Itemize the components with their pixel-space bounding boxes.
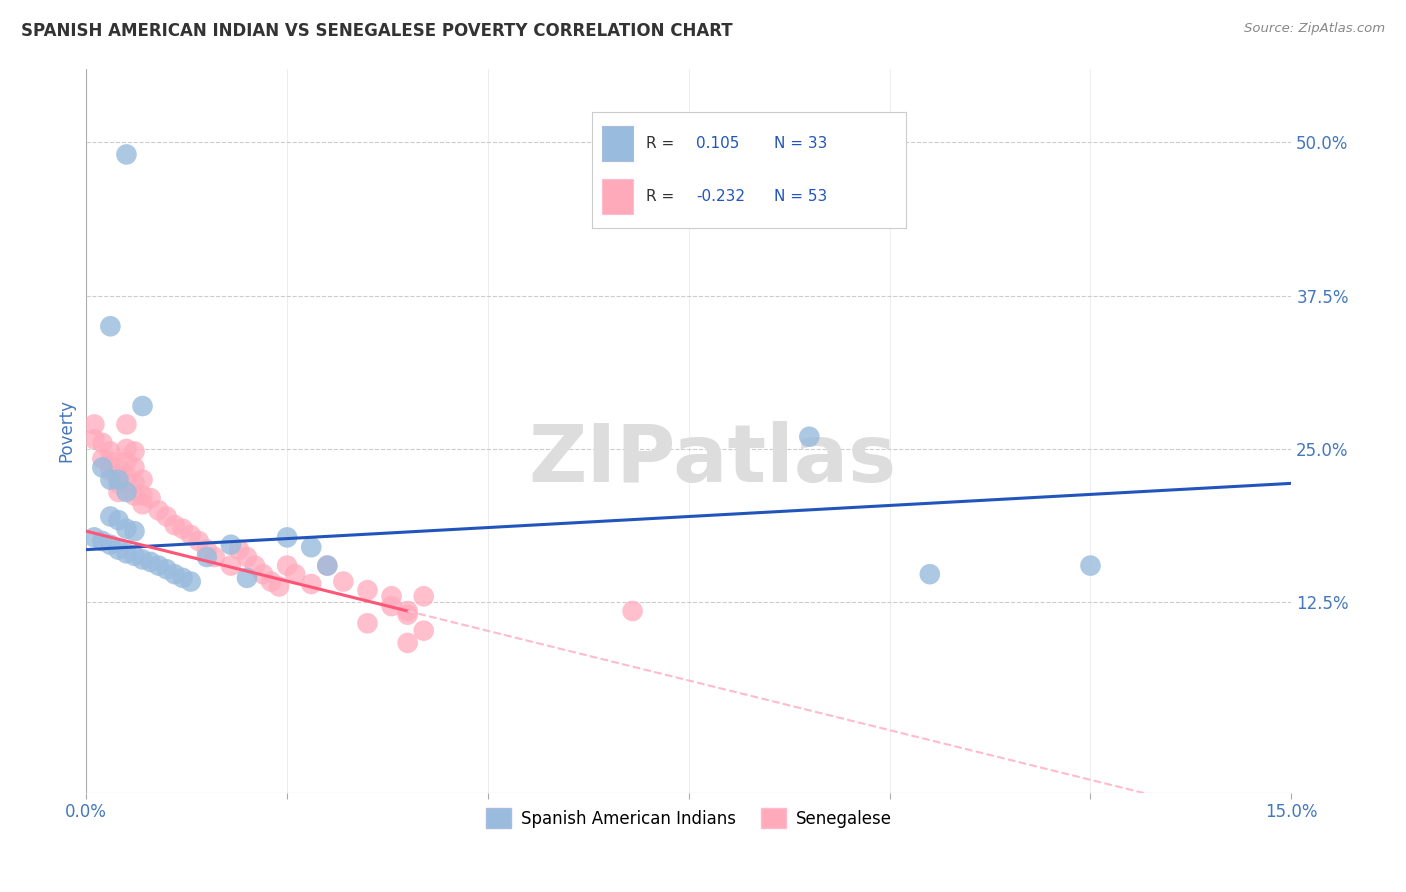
Point: [107, 476, 129, 491]
Point: [380, 589, 402, 603]
Point: [115, 442, 138, 456]
Point: [148, 558, 170, 573]
Point: [107, 469, 129, 483]
Point: [219, 558, 242, 573]
Point: [83, 417, 105, 432]
Point: [131, 473, 153, 487]
Point: [284, 567, 307, 582]
Point: [195, 549, 218, 564]
Point: [1080, 558, 1102, 573]
Point: [91, 534, 114, 549]
Point: [91, 460, 114, 475]
Point: [100, 538, 122, 552]
Point: [100, 473, 122, 487]
Point: [412, 589, 434, 603]
Point: [269, 579, 291, 593]
Point: [163, 567, 186, 582]
Point: [100, 454, 122, 468]
Point: [107, 513, 129, 527]
Point: [299, 540, 322, 554]
Point: [187, 534, 209, 549]
Point: [396, 604, 419, 618]
Point: [163, 518, 186, 533]
Point: [100, 444, 122, 458]
Point: [172, 571, 194, 585]
Point: [180, 528, 202, 542]
Point: [316, 558, 339, 573]
Point: [131, 399, 153, 413]
Point: [100, 464, 122, 478]
Point: [100, 319, 122, 334]
Point: [356, 616, 378, 631]
Point: [156, 562, 179, 576]
Point: [131, 489, 153, 503]
Point: [236, 571, 259, 585]
Point: [172, 522, 194, 536]
Point: [180, 574, 202, 589]
Point: [396, 636, 419, 650]
Text: SPANISH AMERICAN INDIAN VS SENEGALESE POVERTY CORRELATION CHART: SPANISH AMERICAN INDIAN VS SENEGALESE PO…: [21, 22, 733, 40]
Point: [356, 583, 378, 598]
Point: [396, 607, 419, 622]
Point: [799, 430, 821, 444]
Point: [195, 542, 218, 557]
Point: [332, 574, 354, 589]
Point: [139, 491, 162, 505]
Point: [91, 451, 114, 466]
Point: [621, 604, 644, 618]
Point: [124, 444, 146, 458]
Point: [115, 147, 138, 161]
Point: [148, 503, 170, 517]
Point: [252, 567, 274, 582]
Point: [115, 522, 138, 536]
Point: [115, 546, 138, 560]
Point: [236, 549, 259, 564]
Point: [107, 542, 129, 557]
Point: [124, 489, 146, 503]
Point: [276, 530, 298, 544]
Text: Source: ZipAtlas.com: Source: ZipAtlas.com: [1244, 22, 1385, 36]
Point: [124, 476, 146, 491]
Point: [139, 555, 162, 569]
Point: [380, 599, 402, 613]
Text: ZIPatlas: ZIPatlas: [529, 420, 897, 499]
Point: [83, 432, 105, 446]
Point: [299, 577, 322, 591]
Point: [83, 530, 105, 544]
Point: [204, 549, 226, 564]
Point: [131, 497, 153, 511]
Point: [243, 558, 266, 573]
Point: [115, 485, 138, 500]
Legend: Spanish American Indians, Senegalese: Spanish American Indians, Senegalese: [479, 801, 898, 835]
Point: [107, 473, 129, 487]
Point: [156, 509, 179, 524]
Point: [276, 558, 298, 573]
Point: [219, 538, 242, 552]
Point: [260, 574, 283, 589]
Point: [918, 567, 941, 582]
Point: [115, 469, 138, 483]
Point: [100, 509, 122, 524]
Point: [316, 558, 339, 573]
Point: [228, 542, 250, 557]
Point: [131, 552, 153, 566]
Point: [115, 417, 138, 432]
Point: [107, 485, 129, 500]
Point: [91, 435, 114, 450]
Point: [115, 454, 138, 468]
Point: [124, 549, 146, 563]
Point: [124, 524, 146, 539]
Point: [107, 460, 129, 475]
Point: [124, 460, 146, 475]
Point: [412, 624, 434, 638]
Y-axis label: Poverty: Poverty: [58, 399, 75, 462]
